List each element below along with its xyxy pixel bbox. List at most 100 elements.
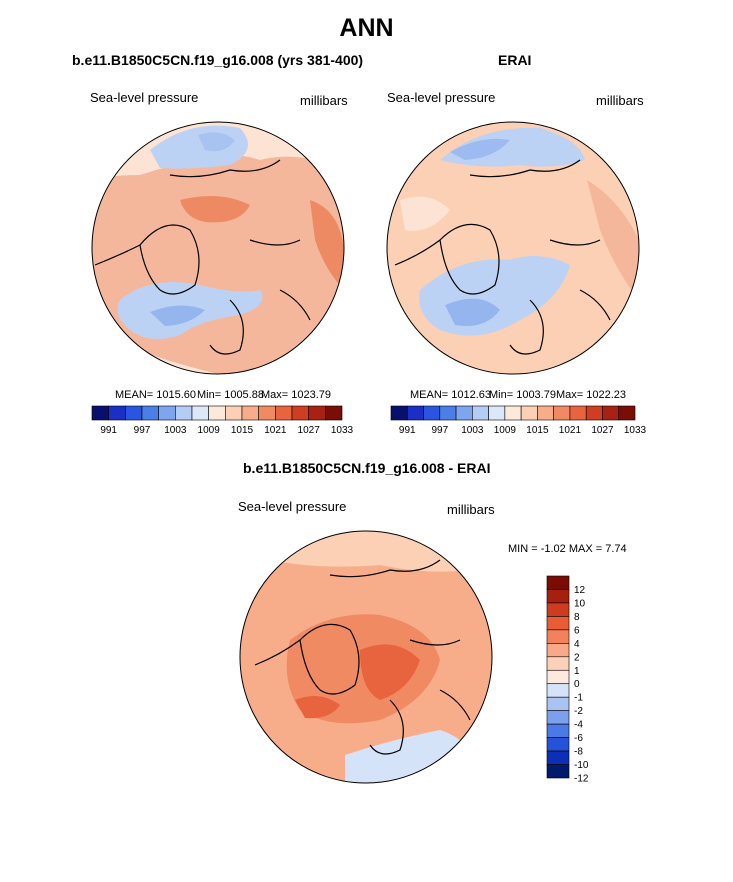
colorbar2-tick-1015: 1015 [526, 425, 549, 436]
panel-3-units: millibars [447, 502, 495, 517]
map1-greenland-coast [139, 224, 200, 295]
map1-boundary [91, 121, 345, 375]
colorbar3-tick-12: 12 [574, 585, 586, 596]
colorbar2-tick-1027: 1027 [591, 425, 614, 436]
colorbar1-tick-997: 997 [134, 425, 151, 436]
colorbar1-box-11 [275, 405, 293, 421]
colorbar2-box-3 [439, 405, 457, 421]
colorbar2-box-13 [602, 405, 620, 421]
map1-arctic-high [180, 196, 250, 223]
colorbar3-tick--6: -6 [574, 733, 583, 744]
colorbar2-tick-1021: 1021 [559, 425, 582, 436]
map-panel-2 [386, 121, 640, 375]
colorbar3-tick-2: 2 [574, 652, 580, 663]
map3-coastlines [254, 559, 471, 755]
colorbar2-box-2 [423, 405, 441, 421]
panel-2-min: Min= 1003.79 [489, 389, 556, 401]
colorbar3-box-2 [546, 602, 570, 617]
colorbar1-tick-1033: 1033 [331, 425, 354, 436]
colorbar1-box-3 [141, 405, 159, 421]
map2-east-high [587, 180, 639, 300]
colorbar2-box-10 [553, 405, 571, 421]
colorbar3-box-4 [546, 629, 570, 644]
colorbar3-tick-10: 10 [574, 598, 586, 609]
colorbar3-box-8 [546, 683, 570, 698]
colorbar1-box-9 [241, 405, 259, 421]
colorbar1-box-6 [191, 405, 209, 421]
panel-1-title: b.e11.B1850C5CN.f19_g16.008 (yrs 381-400… [72, 52, 364, 68]
map-panel-3 [239, 530, 493, 784]
colorbar3-tick--8: -8 [574, 747, 583, 758]
colorbar1-tick-991: 991 [100, 425, 117, 436]
panel-1-variable: Sea-level pressure [90, 90, 199, 105]
colorbar3-tick-4: 4 [574, 639, 580, 650]
figure-title: ANN [339, 14, 394, 42]
colorbar2-box-1 [406, 405, 424, 421]
colorbar3-box-5 [546, 643, 570, 658]
colorbar1-box-10 [258, 405, 276, 421]
colorbar3-box-9 [546, 696, 570, 711]
map3-west-high-core [295, 696, 340, 719]
colorbar1-tick-1015: 1015 [231, 425, 254, 436]
map2-boundary [386, 121, 640, 375]
colorbar2-tick-1009: 1009 [494, 425, 517, 436]
panel-3-title: b.e11.B1850C5CN.f19_g16.008 - ERAI [243, 460, 491, 476]
map1-north-low-core [198, 132, 235, 152]
colorbar2-box-9 [537, 405, 554, 421]
colorbar2-tick-991: 991 [399, 425, 416, 436]
map3-north-pale [270, 531, 470, 572]
panel-2-mean: MEAN= 1012.63 [410, 389, 492, 401]
map1-north-low [150, 125, 248, 169]
colorbar3-tick--12: -12 [574, 774, 589, 785]
panel-3-minmax: MIN = -1.02 MAX = 7.74 [508, 543, 627, 555]
colorbar2-box-12 [585, 405, 603, 421]
map3-greenland-coast [299, 623, 360, 695]
colorbar1-tick-1021: 1021 [264, 425, 287, 436]
colorbar3-tick-6: 6 [574, 625, 580, 636]
colorbar3-tick--10: -10 [574, 760, 589, 771]
colorbar3-box-7 [546, 669, 570, 685]
colorbar2-tick-997: 997 [431, 425, 448, 436]
panel-2-variable: Sea-level pressure [387, 90, 496, 105]
colorbar1-box-13 [308, 405, 326, 421]
panel-2-title: ERAI [498, 52, 532, 68]
map2-north-low-core [450, 138, 510, 160]
colorbar3-box-3 [546, 616, 570, 631]
colorbar3-box-6 [546, 656, 570, 671]
colorbar2-box-8 [520, 405, 538, 421]
colorbar2-box-11 [569, 405, 587, 421]
colorbar3-tick--2: -2 [574, 706, 583, 717]
colorbar3-tick-1: 1 [574, 666, 580, 677]
colorbar1-box-12 [291, 405, 309, 421]
colorbar1-box-2 [125, 405, 143, 421]
panel-3-variable: Sea-level pressure [238, 499, 347, 514]
colorbars: 991 997 1003 1009 1015 1021 1027 1033 991 997 1003… [91, 405, 647, 785]
panel-1-mean: MEAN= 1015.60 [115, 389, 197, 401]
panel-1-units: millibars [300, 93, 348, 108]
colorbar3-tick-0: 0 [574, 679, 580, 690]
map2-greenland-coast [439, 223, 500, 295]
colorbar2-box-6 [488, 405, 506, 421]
colorbar1-tick-1027: 1027 [298, 425, 321, 436]
map1-coastlines [94, 159, 311, 355]
colorbar1-box-8 [225, 405, 243, 421]
colorbar2-box-4 [455, 405, 473, 421]
map3-boundary [239, 530, 493, 784]
colorbar3-box-1 [546, 589, 570, 604]
colorbar1-box-4 [158, 405, 176, 421]
colorbar3-box-0 [546, 575, 570, 590]
panel-2-units: millibars [596, 93, 644, 108]
map2-pale-patch [400, 196, 450, 231]
colorbar1-box-14 [325, 405, 343, 421]
colorbar1-tick-1003: 1003 [164, 425, 187, 436]
map-panel-1 [91, 121, 345, 375]
colorbar3-box-11 [546, 723, 570, 738]
panel-1-max: Max= 1023.79 [261, 389, 332, 401]
colorbar2-tick-1003: 1003 [461, 425, 484, 436]
colorbar1-box-5 [175, 405, 193, 421]
panel-2-max: Max= 1022.23 [556, 389, 627, 401]
map3-central-high-core [360, 644, 420, 700]
colorbar3-tick--4: -4 [574, 720, 583, 731]
colorbar3-tick-8: 8 [574, 612, 580, 623]
